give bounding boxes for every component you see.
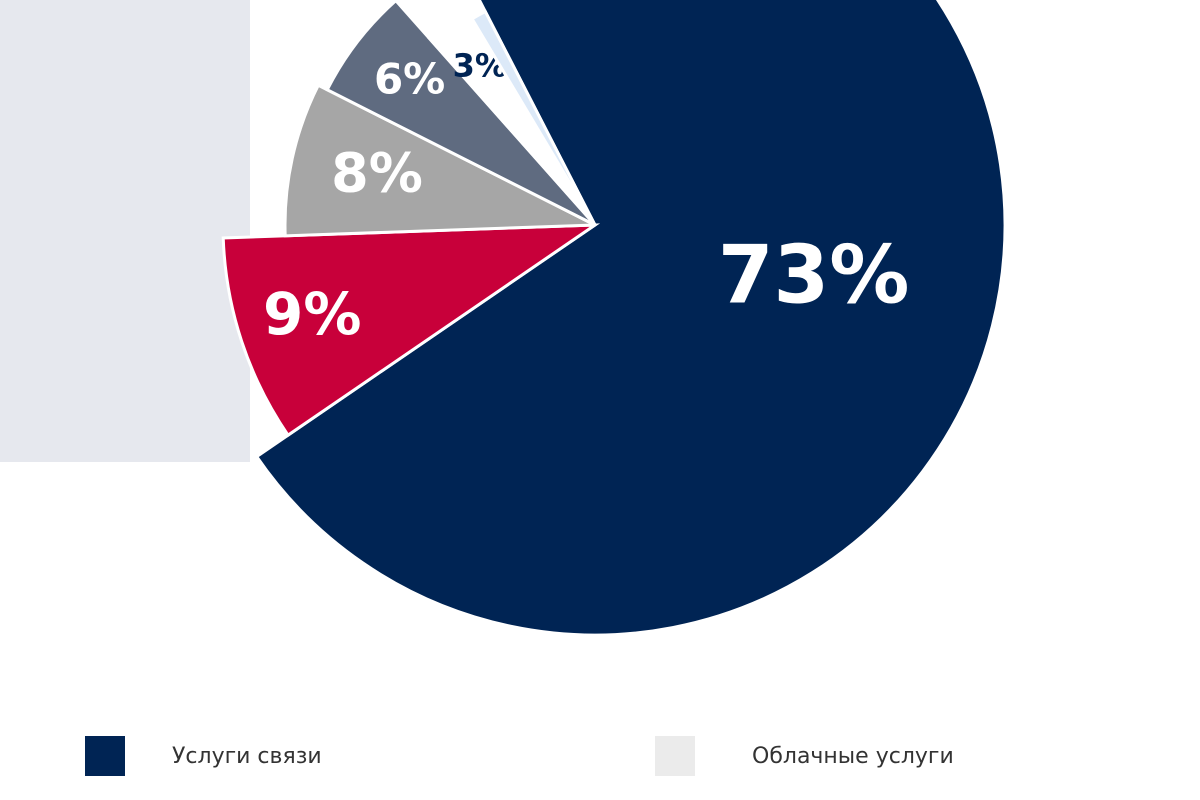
value-label: 8%	[331, 142, 423, 205]
background-panel	[0, 0, 250, 462]
pie-slice	[254, 0, 1007, 637]
legend-label: Облачные услуги	[752, 744, 954, 769]
value-label: 73%	[718, 228, 909, 321]
pie: 73%9%8%6% 3%	[221, 0, 1007, 637]
legend-swatch	[655, 736, 695, 776]
legend-label: Услуги связи	[172, 744, 322, 769]
legend-swatch	[85, 736, 125, 776]
pie-slice	[221, 223, 601, 438]
pie-slice	[325, 0, 597, 227]
legend: Услуги связи Облачные услуги	[85, 736, 954, 776]
value-label: 9%	[263, 280, 361, 348]
value-label: 6%	[374, 55, 445, 104]
pie-slice	[426, 8, 597, 226]
pie-slice	[470, 9, 597, 226]
pie-slice	[283, 83, 596, 238]
